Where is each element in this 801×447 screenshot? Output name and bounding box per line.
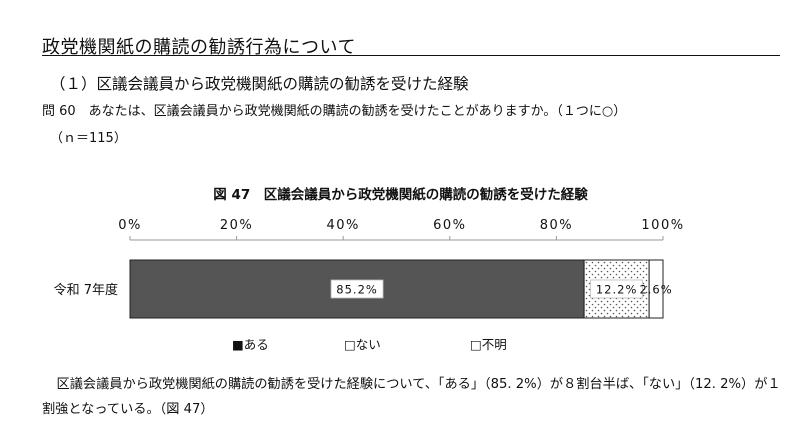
x-tick-label: 80% xyxy=(540,218,573,233)
question-text: 問 60 あなたは、区議会議員から政党機関紙の購読の勧誘を受けたことがありますか… xyxy=(42,104,627,119)
legend-item: □不明 xyxy=(470,337,507,352)
sample-size: （ｎ＝115） xyxy=(50,131,127,146)
category-label: 令和 7年度 xyxy=(54,282,118,298)
data-label-box xyxy=(590,279,644,299)
section-title-underline xyxy=(42,55,780,56)
legend-item: ■ある xyxy=(232,337,269,352)
x-tick-label: 40% xyxy=(326,218,359,233)
x-tick-label: 0% xyxy=(118,218,142,233)
summary-paragraph: 区議会議員から政党機関紙の購読の勧誘を受けた経験について、「ある」（85. 2%… xyxy=(42,377,781,417)
legend-item: □ない xyxy=(344,337,381,352)
bar-segment-3 xyxy=(648,259,664,319)
x-tick-label: 100% xyxy=(641,218,684,233)
data-label-box xyxy=(330,279,384,299)
data-label: 85.2% xyxy=(336,283,378,297)
x-tick-label: 20% xyxy=(220,218,253,233)
chart-title: 図 47 区議会議員から政党機関紙の購読の勧誘を受けた経験 xyxy=(213,187,588,203)
x-tick-label: 60% xyxy=(433,218,466,233)
data-label: 12.2% xyxy=(596,283,638,297)
data-label: 2.6% xyxy=(639,283,672,297)
section-title: 政党機関紙の購読の勧誘行為について xyxy=(42,37,356,58)
subsection-title: （１）区議会議員から政党機関紙の購読の勧誘を受けた経験 xyxy=(50,75,469,93)
